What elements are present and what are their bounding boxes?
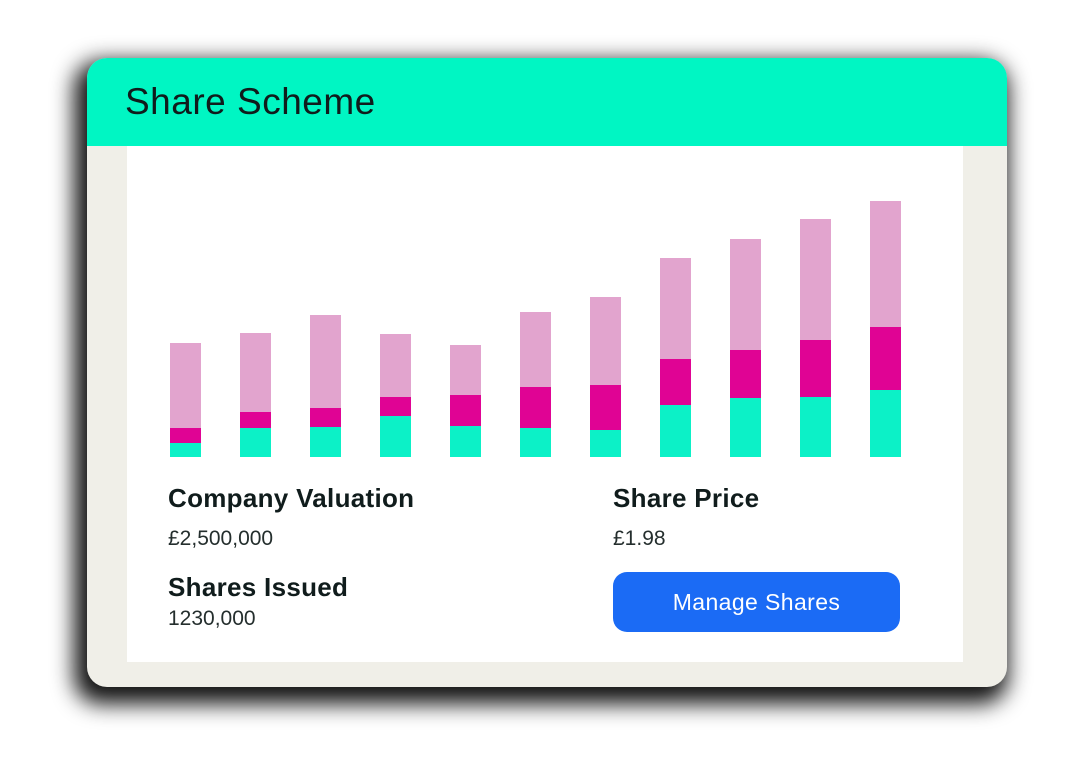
bar-segment-pink-top <box>380 334 411 397</box>
manage-shares-button[interactable]: Manage Shares <box>613 572 900 632</box>
bar-segment-magenta-middle <box>660 359 691 405</box>
stacked-bar <box>380 334 411 457</box>
company-valuation-value: £2,500,000 <box>168 527 274 550</box>
bar-segment-magenta-middle <box>520 387 551 428</box>
bar-segment-pink-top <box>240 333 271 412</box>
stacked-bar <box>590 297 621 457</box>
bar-segment-pink-top <box>170 343 201 428</box>
stacked-bar <box>240 333 271 457</box>
bar-segment-teal-bottom <box>310 427 341 457</box>
stacked-bar <box>310 315 341 457</box>
bar-segment-magenta-middle <box>590 385 621 430</box>
bar-segment-teal-bottom <box>730 398 761 457</box>
card-header: Share Scheme <box>87 58 1007 146</box>
shares-issued-label: Shares Issued <box>168 572 349 602</box>
bar-segment-magenta-middle <box>310 408 341 427</box>
bar-segment-pink-top <box>590 297 621 385</box>
stacked-bar <box>730 239 761 457</box>
stacked-bar <box>800 219 831 457</box>
share-scheme-card: Share Scheme Company Valuation £2,500,00… <box>87 58 1007 687</box>
stacked-bar <box>870 201 901 457</box>
share-price-label: Share Price <box>613 483 760 513</box>
bar-segment-teal-bottom <box>170 443 201 457</box>
stacked-bar <box>450 345 481 457</box>
bar-segment-teal-bottom <box>590 430 621 457</box>
bar-segment-magenta-middle <box>870 327 901 390</box>
bar-segment-teal-bottom <box>520 428 551 457</box>
bar-segment-magenta-middle <box>240 412 271 428</box>
company-valuation-label: Company Valuation <box>168 483 415 513</box>
bar-segment-pink-top <box>730 239 761 350</box>
stacked-bar-chart <box>170 201 901 457</box>
bar-segment-teal-bottom <box>450 426 481 457</box>
bar-segment-teal-bottom <box>660 405 691 457</box>
bar-segment-pink-top <box>800 219 831 340</box>
share-price-value: £1.98 <box>613 527 666 550</box>
bar-segment-magenta-middle <box>170 428 201 443</box>
bar-segment-pink-top <box>450 345 481 395</box>
bar-segment-magenta-middle <box>450 395 481 426</box>
bar-segment-magenta-middle <box>800 340 831 397</box>
bar-segment-magenta-middle <box>380 397 411 416</box>
stacked-bar <box>520 312 551 457</box>
bar-segment-teal-bottom <box>870 390 901 457</box>
bar-segment-teal-bottom <box>240 428 271 457</box>
bar-segment-teal-bottom <box>380 416 411 457</box>
bar-segment-pink-top <box>870 201 901 327</box>
bar-segment-pink-top <box>660 258 691 359</box>
stacked-bar <box>660 258 691 457</box>
bar-segment-magenta-middle <box>730 350 761 398</box>
bar-segment-teal-bottom <box>800 397 831 457</box>
card-body-panel: Company Valuation £2,500,000 Shares Issu… <box>127 146 963 662</box>
page-title: Share Scheme <box>125 81 376 122</box>
stacked-bar <box>170 343 201 457</box>
bar-segment-pink-top <box>310 315 341 408</box>
bar-segment-pink-top <box>520 312 551 387</box>
shares-issued-value: 1230,000 <box>168 607 256 630</box>
